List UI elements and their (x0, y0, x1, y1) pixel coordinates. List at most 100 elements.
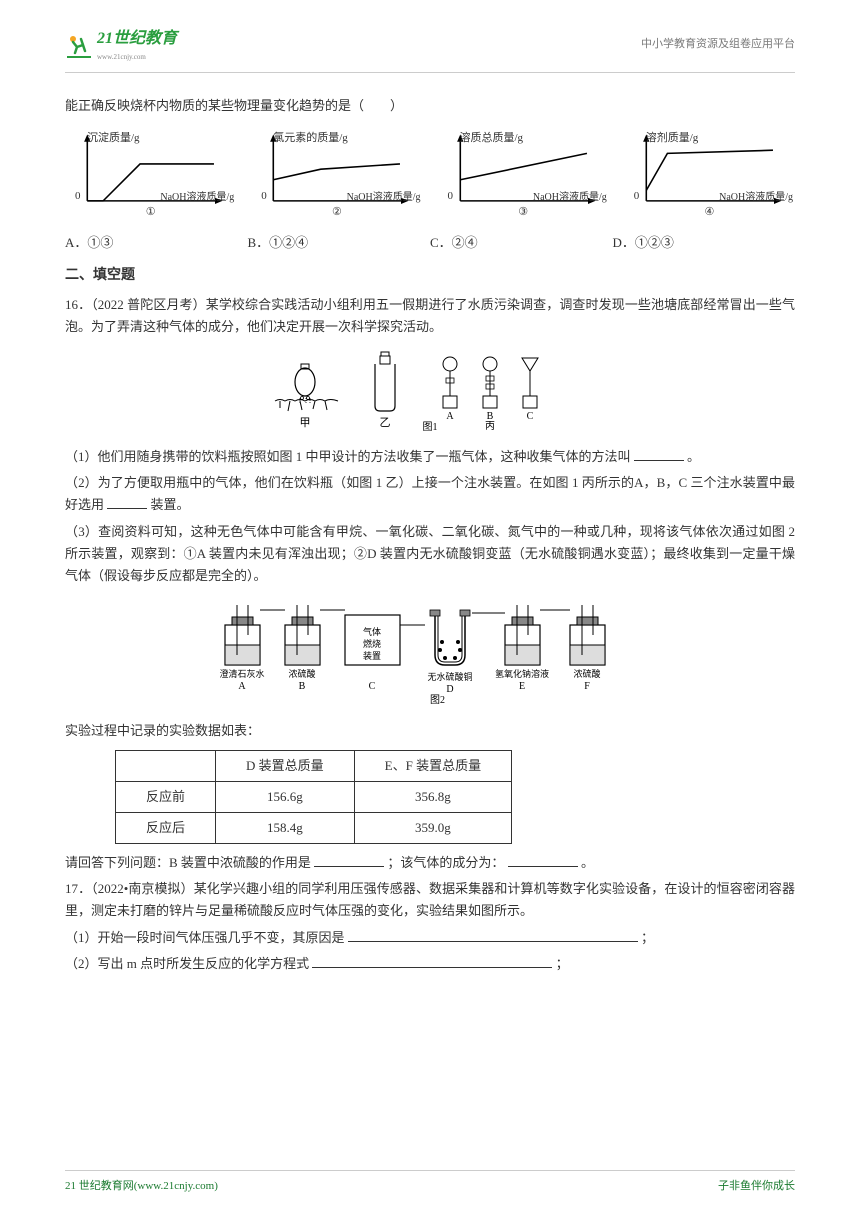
chart-2-num: ② (332, 203, 342, 222)
figure-2: 澄清石灰水 A 浓硫酸 B 气体 燃烧 装置 C (65, 595, 795, 712)
blank-3[interactable] (314, 853, 384, 867)
table-h-2: E、F 装置总质量 (354, 751, 511, 782)
option-d: D．①②③ (613, 232, 796, 254)
q16-p3: （3）查阅资料可知，这种无色气体中可能含有甲烷、一氧化碳、二氧化碳、氮气中的一种… (65, 521, 795, 587)
q16-p4-b: ；该气体的成分为： (387, 855, 504, 870)
chart-1-num: ① (146, 203, 156, 222)
q17-p2-text: （2）写出 m 点时所发生反应的化学方程式 (65, 956, 309, 971)
chart-2-ylabel: 氯元素的质量/g (273, 129, 348, 148)
chart-3-xlabel: NaOH溶液质量/g (533, 189, 607, 206)
q16-p1-text: （1）他们用随身携带的饮料瓶按照如图 1 中甲设计的方法收集了一瓶气体，这种收集… (65, 449, 631, 464)
main-content: 能正确反映烧杯内物质的某些物理量变化趋势的是（ ） 沉淀质量/g 0 NaOH溶… (65, 95, 795, 975)
svg-text:装置: 装置 (363, 650, 381, 661)
blank-4[interactable] (508, 853, 578, 867)
svg-text:F: F (584, 681, 590, 692)
fig1-caption: 图1 (423, 421, 438, 431)
logo: 21世纪教育 www.21cnjy.com (65, 25, 177, 64)
chart-1-origin: 0 (75, 187, 81, 206)
fig1-jia-label: 甲 (300, 417, 311, 429)
q16-stem: 16．（2022 普陀区月考）某学校综合实践活动小组利用五一假期进行了水质污染调… (65, 294, 795, 338)
table-row: 反应前 156.6g 356.8g (116, 782, 512, 813)
page-header: 21世纪教育 www.21cnjy.com 中小学教育资源及组卷应用平台 (65, 25, 795, 73)
chart-1: 沉淀质量/g 0 NaOH溶液质量/g ① (65, 127, 236, 222)
q17-p1-text: （1）开始一段时间气体压强几乎不变，其原因是 (65, 930, 345, 945)
chart-3-ylabel: 溶质总质量/g (460, 129, 524, 148)
table-r0c0: 反应前 (116, 782, 216, 813)
table-r1c0: 反应后 (116, 813, 216, 844)
footer-left: 21 世纪教育网(www.21cnjy.com) (65, 1177, 218, 1196)
table-r0c2: 356.8g (354, 782, 511, 813)
page-footer: 21 世纪教育网(www.21cnjy.com) 子非鱼伴你成长 (65, 1170, 795, 1196)
fig1-yi-label: 乙 (380, 416, 391, 429)
svg-text:E: E (519, 681, 525, 692)
blank-1[interactable] (634, 447, 684, 461)
table-header-row: D 装置总质量 E、F 装置总质量 (116, 751, 512, 782)
svg-text:C: C (369, 681, 376, 692)
svg-text:气体: 气体 (363, 626, 381, 637)
svg-text:浓硫酸: 浓硫酸 (288, 668, 315, 679)
table-h-0 (116, 751, 216, 782)
table-row: 反应后 158.4g 359.0g (116, 813, 512, 844)
table-r0c1: 156.6g (216, 782, 355, 813)
logo-main-text: 21世纪教育 (97, 25, 177, 52)
fig2-caption: 图2 (430, 694, 445, 705)
options-row: A．①③ B．①②④ C．②④ D．①②③ (65, 232, 795, 254)
svg-text:澄清石灰水: 澄清石灰水 (219, 668, 264, 679)
fig1-bing-label: 丙 (485, 421, 495, 431)
data-table: D 装置总质量 E、F 装置总质量 反应前 156.6g 356.8g 反应后 … (115, 750, 512, 844)
logo-text: 21世纪教育 www.21cnjy.com (97, 25, 177, 64)
chart-4-ylabel: 溶剂质量/g (646, 129, 699, 148)
chart-4-num: ④ (704, 203, 714, 222)
svg-text:燃烧: 燃烧 (363, 638, 381, 649)
svg-text:A: A (238, 681, 246, 692)
figure-1: 甲 乙 A B (65, 346, 795, 438)
chart-2-xlabel: NaOH溶液质量/g (347, 189, 421, 206)
blank-5[interactable] (348, 928, 638, 942)
option-b: B．①②④ (248, 232, 431, 254)
chart-2: 氯元素的质量/g 0 NaOH溶液质量/g ② (251, 127, 422, 222)
chart-1-xlabel: NaOH溶液质量/g (160, 189, 234, 206)
q16-p2-end: 装置。 (151, 497, 190, 512)
footer-right: 子非鱼伴你成长 (718, 1177, 795, 1196)
chart-2-origin: 0 (261, 187, 267, 206)
svg-text:D: D (446, 684, 453, 695)
q17-stem: 17．（2022•南京模拟）某化学兴趣小组的同学利用压强传感器、数据采集器和计算… (65, 878, 795, 922)
svg-text:氢氧化钠溶液: 氢氧化钠溶液 (495, 668, 549, 679)
section-2-title: 二、填空题 (65, 264, 795, 288)
chart-4-origin: 0 (634, 187, 640, 206)
blank-2[interactable] (107, 495, 147, 509)
intro-text: 能正确反映烧杯内物质的某些物理量变化趋势的是（ ） (65, 95, 795, 117)
svg-text:B: B (299, 681, 306, 692)
chart-4: 溶剂质量/g 0 NaOH溶液质量/g ④ (624, 127, 795, 222)
option-a: A．①③ (65, 232, 248, 254)
q17-p1-end: ； (641, 930, 654, 945)
q16-p4-end: 。 (581, 855, 594, 870)
q16-p4-a: 请回答下列问题：B 装置中浓硫酸的作用是 (65, 855, 311, 870)
blank-6[interactable] (312, 954, 552, 968)
q16-p1: （1）他们用随身携带的饮料瓶按照如图 1 中甲设计的方法收集了一瓶气体，这种收集… (65, 446, 795, 468)
q17-p1: （1）开始一段时间气体压强几乎不变，其原因是 ； (65, 927, 795, 949)
table-h-1: D 装置总质量 (216, 751, 355, 782)
q16-table-intro: 实验过程中记录的实验数据如表： (65, 720, 795, 742)
svg-text:无水硫酸铜: 无水硫酸铜 (427, 671, 472, 682)
q17-p2-end: ； (556, 956, 569, 971)
q16-p1-end: 。 (687, 449, 700, 464)
option-c: C．②④ (430, 232, 613, 254)
chart-1-ylabel: 沉淀质量/g (87, 129, 140, 148)
svg-text:浓硫酸: 浓硫酸 (573, 668, 600, 679)
svg-text:C: C (527, 411, 534, 422)
q16-p4: 请回答下列问题：B 装置中浓硫酸的作用是 ；该气体的成分为： 。 (65, 852, 795, 874)
table-r1c1: 158.4g (216, 813, 355, 844)
logo-runner-icon (65, 31, 93, 59)
charts-row: 沉淀质量/g 0 NaOH溶液质量/g ① 氯元素的质量/g 0 NaOH溶液质… (65, 127, 795, 222)
svg-text:A: A (446, 411, 454, 422)
q16-p2: （2）为了方便取用瓶中的气体，他们在饮料瓶（如图 1 乙）上接一个注水装置。在如… (65, 472, 795, 516)
chart-3-num: ③ (518, 203, 528, 222)
chart-3-origin: 0 (448, 187, 454, 206)
q17-p2: （2）写出 m 点时所发生反应的化学方程式 ； (65, 953, 795, 975)
table-r1c2: 359.0g (354, 813, 511, 844)
logo-sub-text: www.21cnjy.com (97, 52, 177, 64)
header-right-text: 中小学教育资源及组卷应用平台 (641, 35, 795, 54)
chart-3: 溶质总质量/g 0 NaOH溶液质量/g ③ (438, 127, 609, 222)
chart-4-xlabel: NaOH溶液质量/g (719, 189, 793, 206)
